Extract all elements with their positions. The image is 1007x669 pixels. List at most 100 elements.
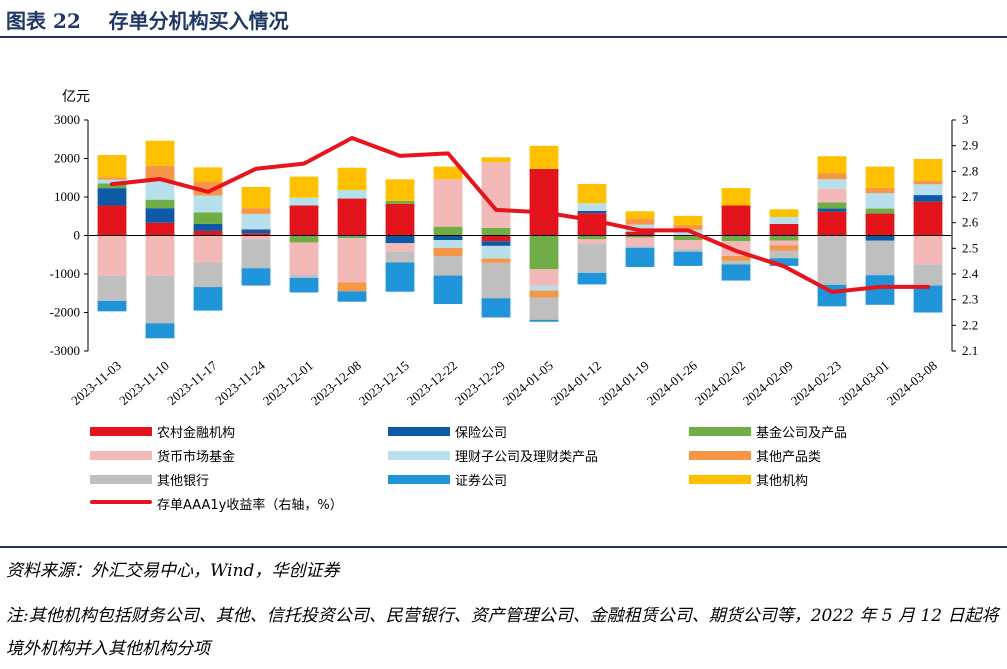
bar-segment-other_banks (769, 250, 799, 259)
bar-segment-mmf (625, 237, 655, 246)
right-tick-label: 2.8 (962, 163, 978, 178)
bar-segment-other_products (97, 177, 127, 180)
bar-segment-securities (193, 287, 223, 311)
bar-segment-securities (433, 275, 463, 305)
bar-segment-rural (769, 223, 799, 236)
bar-segment-wmp (289, 197, 319, 206)
bar-segment-insurance (385, 235, 415, 244)
bar-segment-fund (385, 200, 415, 204)
bar-segment-securities (289, 277, 319, 293)
bar-segment-wmp (97, 179, 127, 184)
right-tick-label: 2.7 (962, 189, 979, 204)
bar-segment-securities (865, 275, 895, 305)
bar-segment-other_inst (721, 188, 751, 206)
bar-segment-securities (913, 285, 943, 313)
right-tick-label: 2.3 (962, 292, 978, 307)
bar-segment-fund (769, 235, 799, 241)
bar-segment-wmp (577, 203, 607, 211)
bar-segment-insurance (865, 235, 895, 241)
bar-segment-wmp (337, 190, 367, 199)
bar-segment-insurance (145, 208, 175, 223)
x-tick-label: 2024-02-23 (788, 358, 844, 408)
bar-segment-fund (577, 235, 607, 240)
right-tick-label: 2.9 (962, 138, 978, 153)
bar-segment-securities (529, 319, 559, 322)
bar-segment-securities (769, 258, 799, 266)
bar-segment-rural (241, 233, 271, 236)
bar-segment-insurance (433, 235, 463, 241)
bar-segment-mmf (577, 239, 607, 244)
bar-segment-mmf (769, 240, 799, 246)
bar-segment-other_inst (97, 155, 127, 178)
bar-segment-fund (817, 202, 847, 209)
bar-segment-insurance (481, 241, 511, 246)
x-tick-label: 2024-01-12 (548, 358, 604, 408)
x-tick-label: 2024-01-19 (596, 358, 652, 408)
bar-segment-other_inst (865, 166, 895, 188)
bar-segment-other_inst (769, 209, 799, 218)
bar-segment-securities (241, 268, 271, 286)
bar-segment-other_banks (385, 251, 415, 263)
bar-segment-mmf (337, 238, 367, 283)
bar-segment-rural (817, 211, 847, 236)
x-tick-label: 2023-12-22 (404, 358, 460, 408)
x-tick-label: 2024-02-02 (692, 358, 748, 408)
bar-segment-other_inst (625, 211, 655, 219)
bar-segment-securities (385, 262, 415, 292)
x-tick-label: 2024-03-08 (884, 358, 940, 408)
bar-segment-securities (721, 264, 751, 281)
left-tick-label: 2000 (54, 151, 80, 166)
left-tick-label: -3000 (50, 343, 80, 358)
bar-segment-rural (145, 222, 175, 236)
bar-segment-mmf (817, 188, 847, 203)
bar-segment-other_banks (721, 260, 751, 265)
bar-segment-securities (481, 298, 511, 318)
bar-segment-wmp (193, 195, 223, 213)
x-tick-label: 2023-11-17 (164, 357, 220, 407)
right-tick-label: 2.6 (962, 215, 979, 230)
right-tick-label: 2.5 (962, 240, 978, 255)
bar-segment-other_banks (625, 245, 655, 248)
x-tick-label: 2024-01-05 (500, 358, 556, 408)
bar-segment-other_inst (433, 166, 463, 180)
bar-segment-insurance (241, 229, 271, 234)
bar-segment-other_inst (577, 183, 607, 204)
figure-title: 图表 22 存单分机构买入情况 (6, 9, 289, 33)
bar-segment-other_banks (145, 275, 175, 324)
bar-segment-fund (433, 226, 463, 236)
bar-segment-other_banks (913, 264, 943, 286)
bar-segment-other_inst (193, 167, 223, 182)
right-tick-label: 2.4 (962, 266, 979, 281)
bar-segment-other_products (337, 282, 367, 292)
bar-segment-mmf (481, 162, 511, 228)
bar-segment-other_products (913, 180, 943, 185)
bar-segment-fund (865, 208, 895, 214)
bar-segment-rural (529, 168, 559, 236)
bar-segment-other_banks (193, 262, 223, 288)
bar-segment-other_banks (673, 248, 703, 252)
bar-segment-securities (337, 291, 367, 302)
bar-segment-other_products (481, 258, 511, 263)
bar-segment-other_inst (289, 176, 319, 198)
bar-segment-other_inst (913, 158, 943, 181)
bar-segment-mmf (97, 235, 127, 276)
bar-segment-fund (145, 199, 175, 209)
bar-segment-other_products (721, 255, 751, 261)
x-tick-label: 2023-11-10 (116, 358, 172, 408)
bar-segment-wmp (241, 213, 271, 230)
x-tick-label: 2024-02-09 (740, 358, 796, 408)
bar-segment-rural (385, 203, 415, 236)
bar-segment-wmp (673, 229, 703, 236)
bar-segment-mmf (241, 235, 271, 240)
bar-segment-insurance (193, 223, 223, 231)
bar-segment-wmp (625, 224, 655, 232)
bar-segment-wmp (865, 193, 895, 209)
bar-segment-fund (193, 212, 223, 224)
bar-segment-other_banks (865, 240, 895, 276)
stacked-bar-line-chart: 3000 2000 1000 0 -1000 -2000 -3000 3 2.9 2.8 2.7 2.… (50, 112, 979, 408)
x-tick-label: 2023-11-24 (212, 357, 268, 407)
x-tick-label: 2023-12-15 (356, 358, 412, 408)
bar-segment-other_products (817, 173, 847, 180)
bar-segment-other_products (673, 225, 703, 230)
bar-segment-securities (145, 323, 175, 339)
